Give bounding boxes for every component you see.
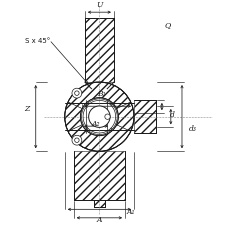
Wedge shape	[68, 83, 130, 109]
Circle shape	[110, 128, 112, 130]
FancyBboxPatch shape	[85, 19, 113, 83]
Circle shape	[88, 106, 110, 128]
Circle shape	[72, 136, 82, 145]
Wedge shape	[65, 103, 82, 132]
FancyBboxPatch shape	[134, 101, 156, 134]
Text: d: d	[169, 111, 174, 119]
Wedge shape	[116, 103, 134, 132]
Text: A₂: A₂	[91, 120, 100, 128]
Circle shape	[74, 92, 79, 96]
Wedge shape	[68, 125, 130, 152]
Text: S x 45°: S x 45°	[25, 38, 50, 44]
Text: A₁: A₁	[126, 207, 134, 215]
Circle shape	[86, 128, 87, 130]
Circle shape	[86, 104, 87, 106]
Text: Q: Q	[164, 21, 170, 29]
FancyBboxPatch shape	[93, 201, 104, 207]
Text: A: A	[96, 215, 102, 223]
Circle shape	[72, 89, 82, 99]
Text: B₁: B₁	[97, 90, 106, 98]
Circle shape	[110, 104, 112, 106]
FancyBboxPatch shape	[73, 152, 125, 201]
Text: U: U	[96, 1, 102, 9]
Circle shape	[74, 138, 79, 143]
Circle shape	[104, 114, 110, 120]
Text: d₃: d₃	[188, 124, 196, 132]
Text: Z: Z	[24, 104, 29, 112]
